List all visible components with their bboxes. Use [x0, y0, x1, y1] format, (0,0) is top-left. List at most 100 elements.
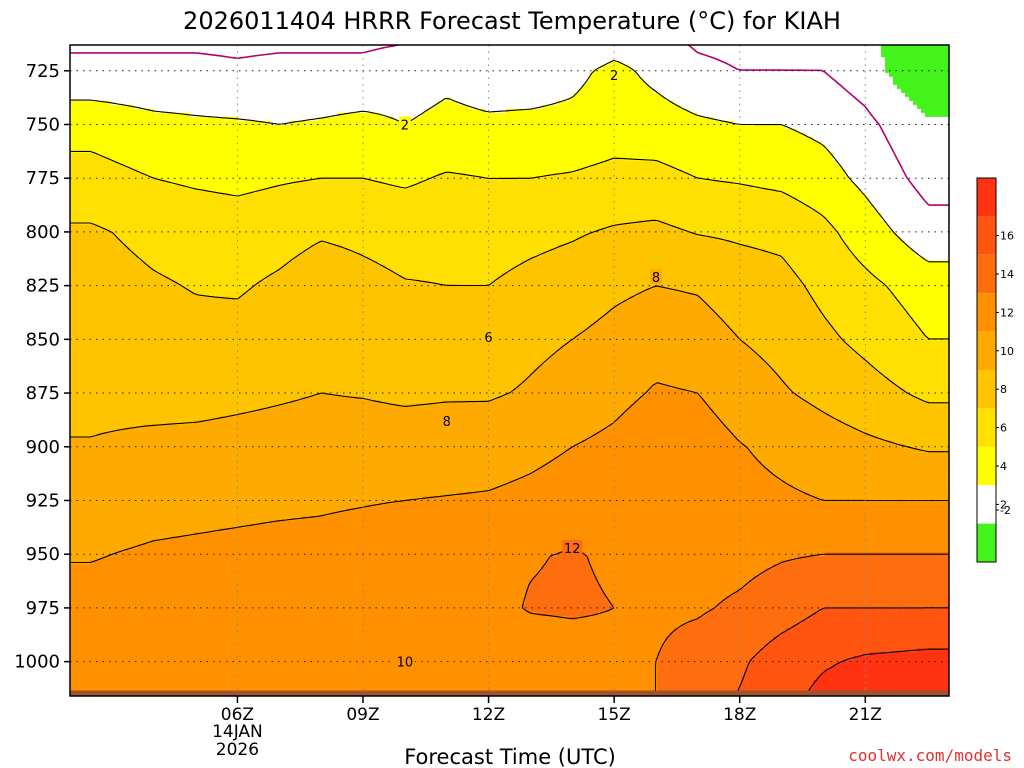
temperature-cell: [929, 101, 934, 106]
temperature-cell: [777, 105, 782, 110]
temperature-cell: [677, 81, 682, 86]
temperature-cell: [797, 49, 802, 54]
temperature-cell: [825, 101, 830, 106]
temperature-cell: [110, 57, 115, 62]
temperature-cell: [905, 61, 910, 66]
temperature-cell: [641, 89, 646, 94]
temperature-cell: [821, 105, 826, 110]
temperature-cell: [937, 85, 942, 90]
temperature-cell: [901, 61, 906, 66]
temperature-cell: [901, 73, 906, 78]
temperature-cell: [941, 61, 946, 66]
temperature-cell: [689, 53, 694, 58]
temperature-cell: [537, 57, 542, 62]
temperature-cell: [146, 81, 151, 86]
temperature-cell: [142, 57, 147, 62]
temperature-cell: [929, 105, 934, 110]
temperature-cell: [841, 105, 846, 110]
temperature-cell: [178, 65, 183, 70]
temperature-cell: [665, 93, 670, 98]
temperature-cell: [278, 105, 283, 110]
temperature-cell: [510, 89, 515, 94]
temperature-cell: [294, 93, 299, 98]
temperature-cell: [434, 77, 439, 82]
temperature-cell: [709, 77, 714, 82]
temperature-cell: [701, 109, 706, 114]
temperature-cell: [725, 89, 730, 94]
temperature-cell: [378, 89, 383, 94]
temperature-cell: [262, 109, 267, 114]
temperature-cell: [438, 113, 443, 118]
temperature-cell: [394, 81, 399, 86]
temperature-cell: [274, 69, 279, 74]
temperature-cell: [869, 65, 874, 70]
temperature-cell: [697, 57, 702, 62]
temperature-cell: [873, 57, 878, 62]
temperature-cell: [521, 97, 526, 102]
temperature-cell: [637, 101, 642, 106]
temperature-cell: [905, 97, 910, 102]
temperature-cell: [310, 85, 315, 90]
temperature-cell: [893, 109, 898, 114]
temperature-cell: [665, 61, 670, 66]
temperature-cell: [741, 97, 746, 102]
temperature-cell: [901, 65, 906, 70]
temperature-cell: [510, 105, 515, 110]
temperature-cell: [925, 105, 930, 110]
temperature-cell: [901, 49, 906, 54]
temperature-cell: [426, 77, 431, 82]
temperature-cell: [849, 97, 854, 102]
temperature-cell: [206, 61, 211, 66]
temperature-cell: [857, 53, 862, 58]
temperature-cell: [274, 97, 279, 102]
temperature-cell: [777, 81, 782, 86]
temperature-cell: [577, 101, 582, 106]
temperature-cell: [142, 81, 147, 86]
temperature-cell: [174, 85, 179, 90]
temperature-cell: [118, 65, 123, 70]
temperature-cell: [438, 93, 443, 98]
temperature-cell: [749, 97, 754, 102]
temperature-cell: [657, 109, 662, 114]
temperature-cell: [913, 49, 918, 54]
temperature-cell: [653, 73, 658, 78]
temperature-cell: [921, 97, 926, 102]
temperature-cell: [494, 69, 499, 74]
temperature-cell: [322, 101, 327, 106]
temperature-cell: [386, 53, 391, 58]
temperature-cell: [214, 61, 219, 66]
temperature-cell: [713, 73, 718, 78]
temperature-cell: [498, 97, 503, 102]
temperature-cell: [865, 69, 870, 74]
temperature-cell: [741, 85, 746, 90]
temperature-cell: [705, 93, 710, 98]
temperature-cell: [905, 73, 910, 78]
temperature-cell: [318, 73, 323, 78]
temperature-cell: [813, 113, 818, 118]
temperature-cell: [478, 113, 483, 118]
temperature-cell: [342, 81, 347, 86]
temperature-cell: [761, 109, 766, 114]
temperature-cell: [310, 81, 315, 86]
temperature-cell: [553, 77, 558, 82]
temperature-cell: [717, 105, 722, 110]
temperature-cell: [298, 113, 303, 118]
temperature-cell: [502, 113, 507, 118]
temperature-cell: [725, 97, 730, 102]
temperature-cell: [709, 69, 714, 74]
temperature-cell: [661, 109, 666, 114]
temperature-cell: [390, 105, 395, 110]
temperature-cell: [893, 101, 898, 106]
temperature-cell: [645, 61, 650, 66]
temperature-cell: [845, 85, 850, 90]
temperature-cell: [565, 61, 570, 66]
temperature-cell: [697, 105, 702, 110]
temperature-cell: [565, 49, 570, 54]
temperature-cell: [625, 89, 630, 94]
temperature-cell: [222, 97, 227, 102]
temperature-cell: [446, 53, 451, 58]
temperature-cell: [334, 93, 339, 98]
temperature-cell: [541, 81, 546, 86]
temperature-cell: [314, 101, 319, 106]
temperature-cell: [190, 61, 195, 66]
